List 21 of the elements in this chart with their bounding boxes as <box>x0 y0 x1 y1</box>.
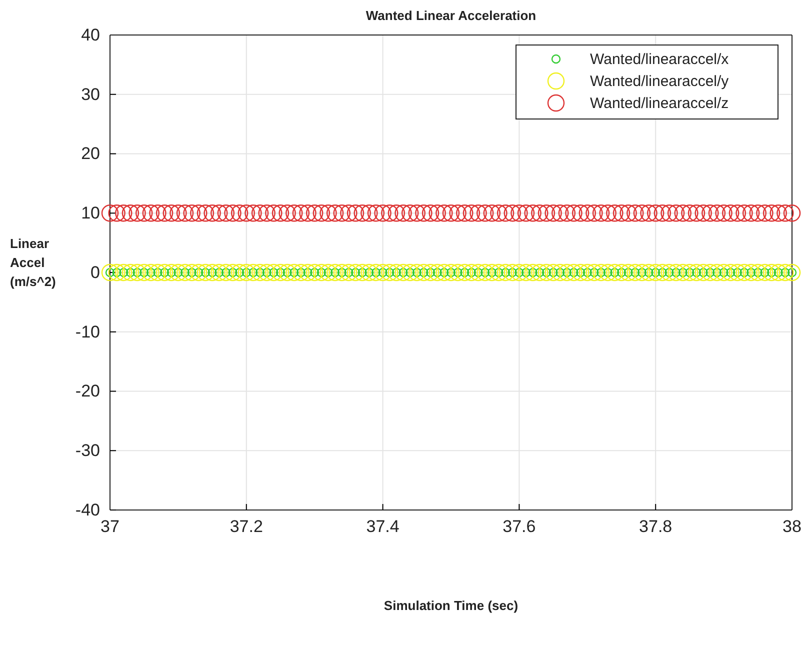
y-tick-label: -20 <box>75 382 100 401</box>
x-tick-label: 37.8 <box>639 517 672 536</box>
legend-label: Wanted/linearaccel/z <box>590 95 729 112</box>
x-tick-label: 37 <box>100 517 120 536</box>
y-tick-label: 40 <box>81 25 100 44</box>
y-tick-label: -40 <box>75 500 100 520</box>
y-axis-title: Linear Accel (m/s^2) <box>10 236 56 289</box>
x-tick-label: 37.2 <box>230 517 263 536</box>
y-tick-label: 20 <box>81 144 100 164</box>
legend-label: Wanted/linearaccel/y <box>590 73 730 90</box>
x-tick-label: 38 <box>782 517 801 536</box>
y-tick-label: 10 <box>81 204 100 223</box>
x-tick-label: 37.4 <box>366 517 400 536</box>
y-tick-label: -10 <box>75 322 100 342</box>
x-axis-title: Simulation Time (sec) <box>384 598 518 613</box>
chart-title: Wanted Linear Acceleration <box>366 8 536 23</box>
y-tick-label: 30 <box>81 84 100 104</box>
x-tick-label: 37.6 <box>502 517 536 536</box>
y-tick-label: -30 <box>75 441 100 460</box>
y-tick-label: 0 <box>90 262 100 282</box>
legend-label: Wanted/linearaccel/x <box>590 51 730 68</box>
